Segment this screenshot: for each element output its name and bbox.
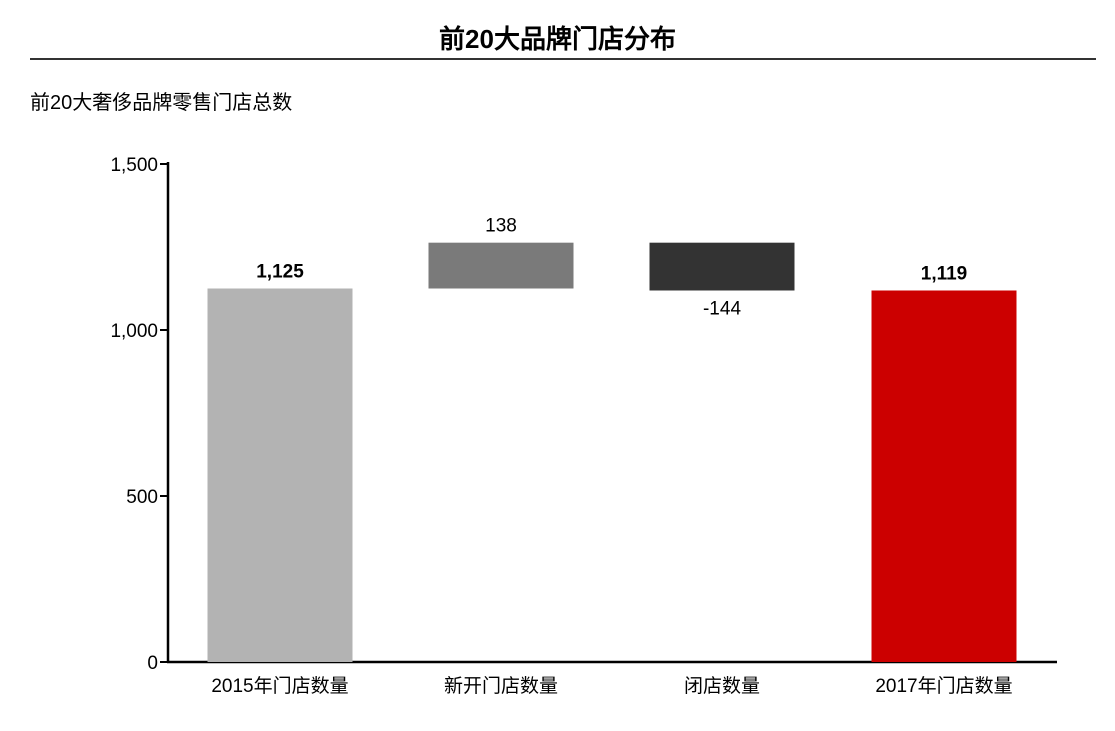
x-category-label: 2015年门店数量 [211, 675, 348, 697]
y-tick-label: 1,500 [110, 155, 158, 176]
title-divider [30, 58, 1096, 60]
data-label: 1,125 [256, 262, 304, 283]
y-tick-label: 500 [126, 487, 158, 508]
bar-3 [649, 242, 795, 291]
data-label: -144 [703, 298, 741, 319]
x-category-label: 2017年门店数量 [875, 675, 1012, 697]
y-tick-label: 1,000 [110, 321, 158, 342]
x-category-label: 闭店数量 [684, 675, 760, 697]
chart-subtitle: 前20大奢侈品牌零售门店总数 [30, 92, 293, 114]
chart-title: 前20大品牌门店分布 [439, 24, 676, 54]
bar-2 [428, 242, 574, 289]
x-category-label: 新开门店数量 [444, 675, 558, 697]
data-label: 1,119 [921, 263, 968, 284]
bar-1 [207, 288, 353, 662]
y-tick-label: 0 [147, 653, 158, 674]
bar-4 [871, 290, 1017, 662]
data-label: 138 [485, 216, 517, 237]
